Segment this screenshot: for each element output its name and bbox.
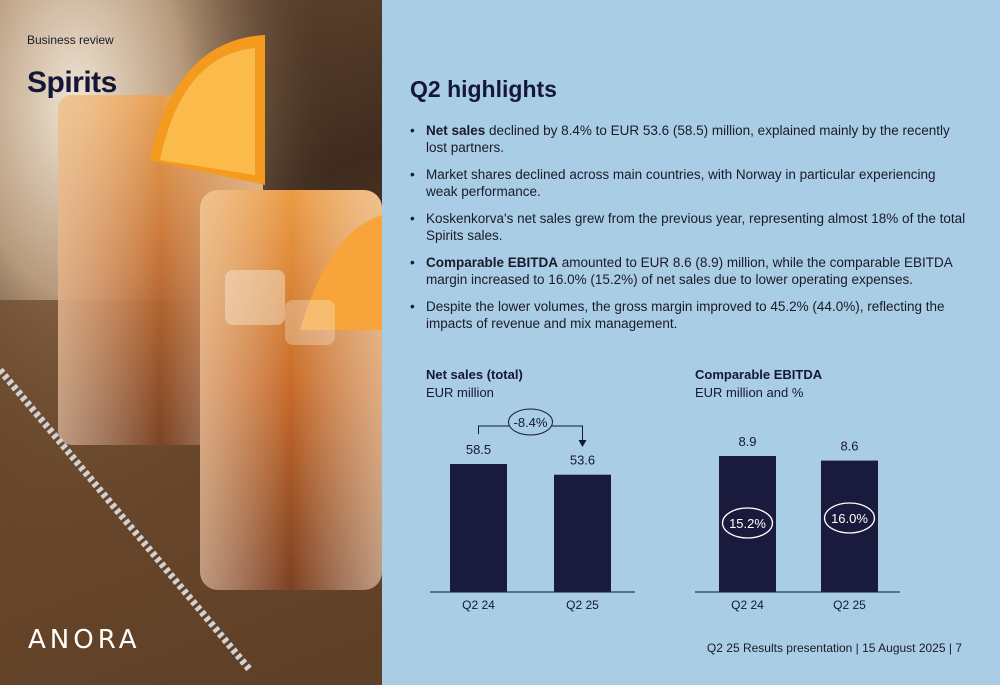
net-sales-chart-header: Net sales (total) EUR million: [426, 366, 523, 402]
change-arrowhead: [578, 440, 587, 447]
net-sales-chart-subtitle: EUR million: [426, 385, 494, 400]
highlight-item: Koskenkorva's net sales grew from the pr…: [410, 210, 970, 244]
margin-label: 16.0%: [831, 511, 868, 526]
highlight-item: Net sales declined by 8.4% to EUR 53.6 (…: [410, 122, 970, 156]
ebitda-chart-subtitle: EUR million and %: [695, 385, 804, 400]
bar: [821, 460, 878, 592]
section-kicker: Business review: [27, 33, 114, 47]
ebitda-chart-header: Comparable EBITDA EUR million and %: [695, 366, 822, 402]
highlight-item: Despite the lower volumes, the gross mar…: [410, 298, 970, 332]
bar-value-label: 8.9: [738, 434, 756, 449]
cover-photo: Business review Spirits ANORA: [0, 0, 382, 685]
category-label: Q2 24: [462, 598, 495, 612]
bar: [719, 456, 776, 592]
category-label: Q2 25: [566, 598, 599, 612]
footer-text: Q2 25 Results presentation | 15 August 2…: [706, 641, 962, 655]
highlights-title: Q2 highlights: [410, 76, 557, 102]
ebitda-chart: 8.9 Q2 24 15.2% 8.6 Q2 25 16.0%: [695, 434, 900, 612]
change-badge: [508, 408, 553, 436]
margin-label: 15.2%: [729, 516, 766, 531]
highlight-item: Market shares declined across main count…: [410, 166, 970, 200]
category-label: Q2 24: [731, 598, 764, 612]
page-title: Spirits: [27, 66, 117, 99]
net-sales-chart: 58.5 Q2 24 53.6 Q2 25 -8.4%: [430, 408, 635, 612]
bar-value-label: 53.6: [570, 453, 595, 468]
margin-badge: [823, 502, 876, 534]
anora-logo: ANORA: [28, 625, 141, 655]
margin-badge: [721, 507, 774, 539]
category-label: Q2 25: [833, 598, 866, 612]
bar: [450, 464, 507, 592]
change-label: -8.4%: [514, 415, 548, 430]
cocktail-photo-illustration: [0, 0, 382, 685]
highlights-list: Net sales declined by 8.4% to EUR 53.6 (…: [410, 122, 970, 342]
net-sales-chart-title: Net sales (total): [426, 367, 523, 382]
ebitda-chart-title: Comparable EBITDA: [695, 367, 823, 382]
highlight-item: Comparable EBITDA amounted to EUR 8.6 (8…: [410, 254, 970, 288]
bar-value-label: 58.5: [466, 442, 491, 457]
bar-value-label: 8.6: [840, 439, 858, 454]
bar: [554, 474, 611, 592]
